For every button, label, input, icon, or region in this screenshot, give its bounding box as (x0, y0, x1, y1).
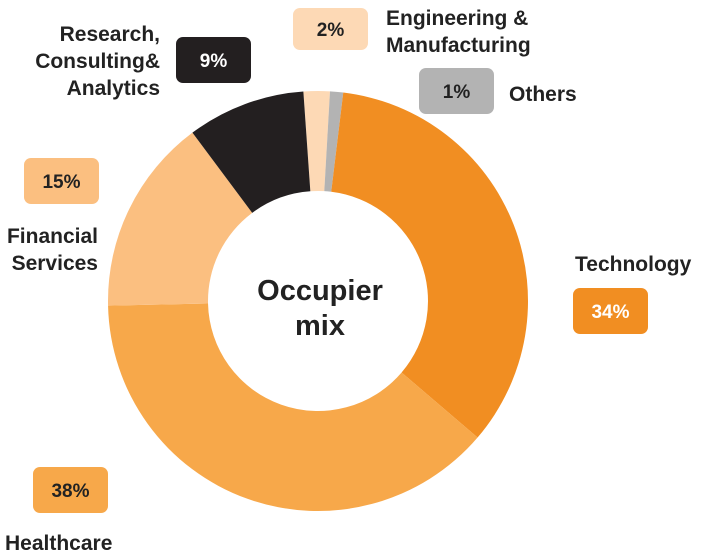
slice-4 (108, 132, 253, 306)
category-label-0-line-1: Manufacturing (386, 34, 531, 57)
value-label-3: 38% (51, 481, 89, 502)
value-label-2: 34% (591, 302, 629, 323)
category-label-2-line-0: Technology (575, 253, 692, 276)
value-badge-3: 38% (33, 467, 108, 513)
slice-2 (331, 92, 528, 438)
value-badge-2: 34% (573, 288, 648, 334)
value-label-1: 1% (443, 82, 471, 103)
center-label-line-2: mix (295, 310, 345, 342)
slice-1 (324, 91, 344, 192)
center-label-line-1: Occupier (257, 275, 383, 307)
center-label: Occupier mix (257, 275, 383, 342)
slice-0 (303, 91, 330, 192)
category-label-4-line-1: Services (12, 252, 98, 275)
value-badges: 2% 1% 34% 38% 15% 9% (24, 8, 648, 513)
donut-slices (108, 91, 528, 512)
value-badge-bg-5 (176, 37, 251, 83)
value-badge-5: 9% (176, 37, 251, 83)
value-label-0: 2% (317, 20, 345, 41)
value-badge-4: 15% (24, 158, 99, 204)
category-label-5-line-2: Analytics (67, 77, 160, 100)
value-label-5: 9% (200, 51, 228, 72)
category-label-4-line-0: Financial (7, 225, 98, 248)
category-labels: Engineering & Manufacturing Others Technolo… (5, 7, 692, 555)
value-badge-0: 2% (293, 8, 368, 50)
category-label-5-line-1: Consulting& (35, 50, 160, 73)
value-badge-bg-0 (293, 8, 368, 50)
category-label-5-line-0: Research, (60, 23, 160, 46)
category-label-3-line-0: Healthcare (5, 532, 112, 555)
value-badge-1: 1% (419, 68, 494, 114)
value-badge-bg-4 (24, 158, 99, 204)
value-badge-bg-1 (419, 68, 494, 114)
category-label-0-line-0: Engineering & (386, 7, 528, 30)
slice-3 (108, 303, 478, 512)
value-badge-bg-3 (33, 467, 108, 513)
category-label-1-line-0: Others (509, 83, 577, 106)
slice-5 (192, 91, 311, 213)
value-label-4: 15% (42, 172, 80, 193)
value-badge-bg-2 (573, 288, 648, 334)
